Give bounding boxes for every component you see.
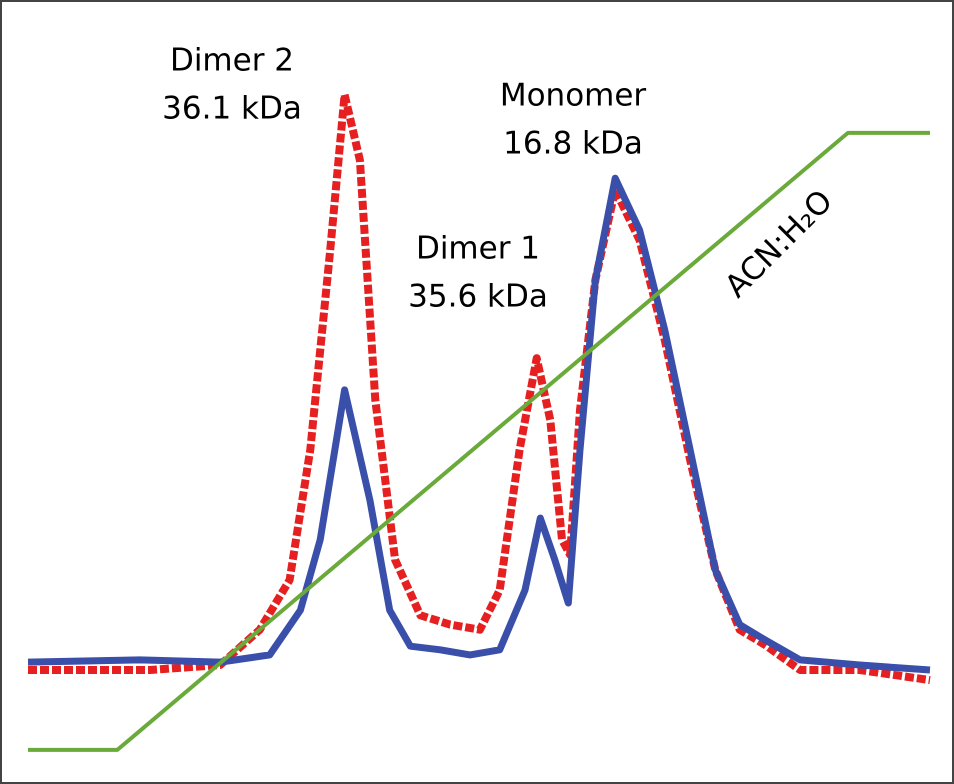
peak-label: 35.6 kDa	[408, 279, 548, 315]
series-line	[28, 130, 930, 752]
series-line	[27, 174, 931, 674]
peak-label: Monomer	[500, 78, 647, 114]
peak-label: 16.8 kDa	[503, 126, 643, 162]
peak-label: Dimer 2	[170, 43, 294, 79]
peak-label: Dimer 1	[416, 231, 540, 267]
peak-label: 36.1 kDa	[162, 91, 302, 127]
